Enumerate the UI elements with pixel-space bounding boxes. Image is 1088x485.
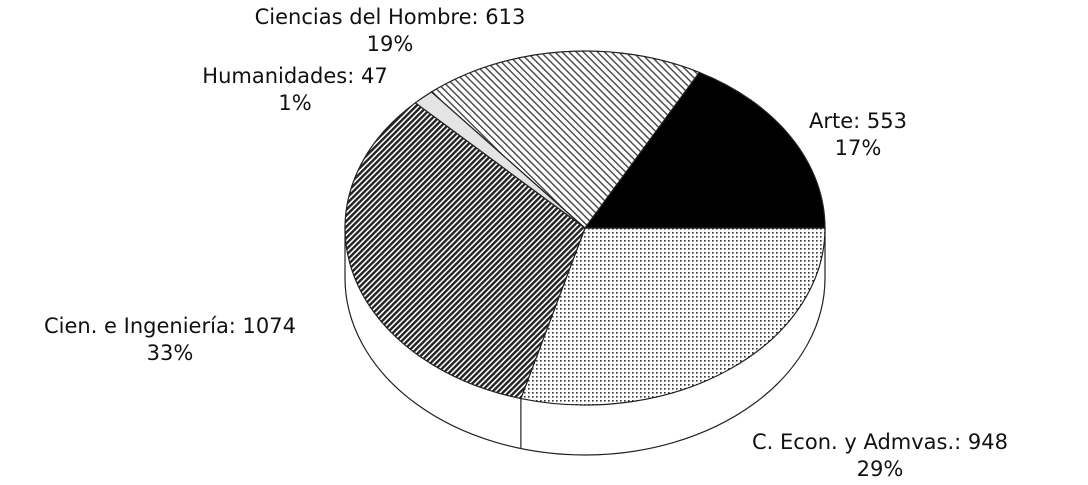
slice-label: Arte: 553 <box>809 109 907 133</box>
slice-percent: 1% <box>278 91 311 115</box>
slice-label: Ciencias del Hombre: 613 <box>255 5 526 29</box>
pie-slice <box>430 50 701 229</box>
slice-percent: 19% <box>367 32 414 56</box>
slice-percent: 33% <box>147 341 194 365</box>
pie-slice <box>344 102 586 400</box>
slice-percent: 17% <box>835 136 882 160</box>
slice-percent: 29% <box>857 457 904 481</box>
slice-label: Humanidades: 47 <box>202 64 387 88</box>
slice-label: Cien. e Ingeniería: 1074 <box>44 314 296 338</box>
slice-label: C. Econ. y Admvas.: 948 <box>752 430 1008 454</box>
pie-slice <box>520 227 826 406</box>
pie-slice <box>583 71 826 229</box>
